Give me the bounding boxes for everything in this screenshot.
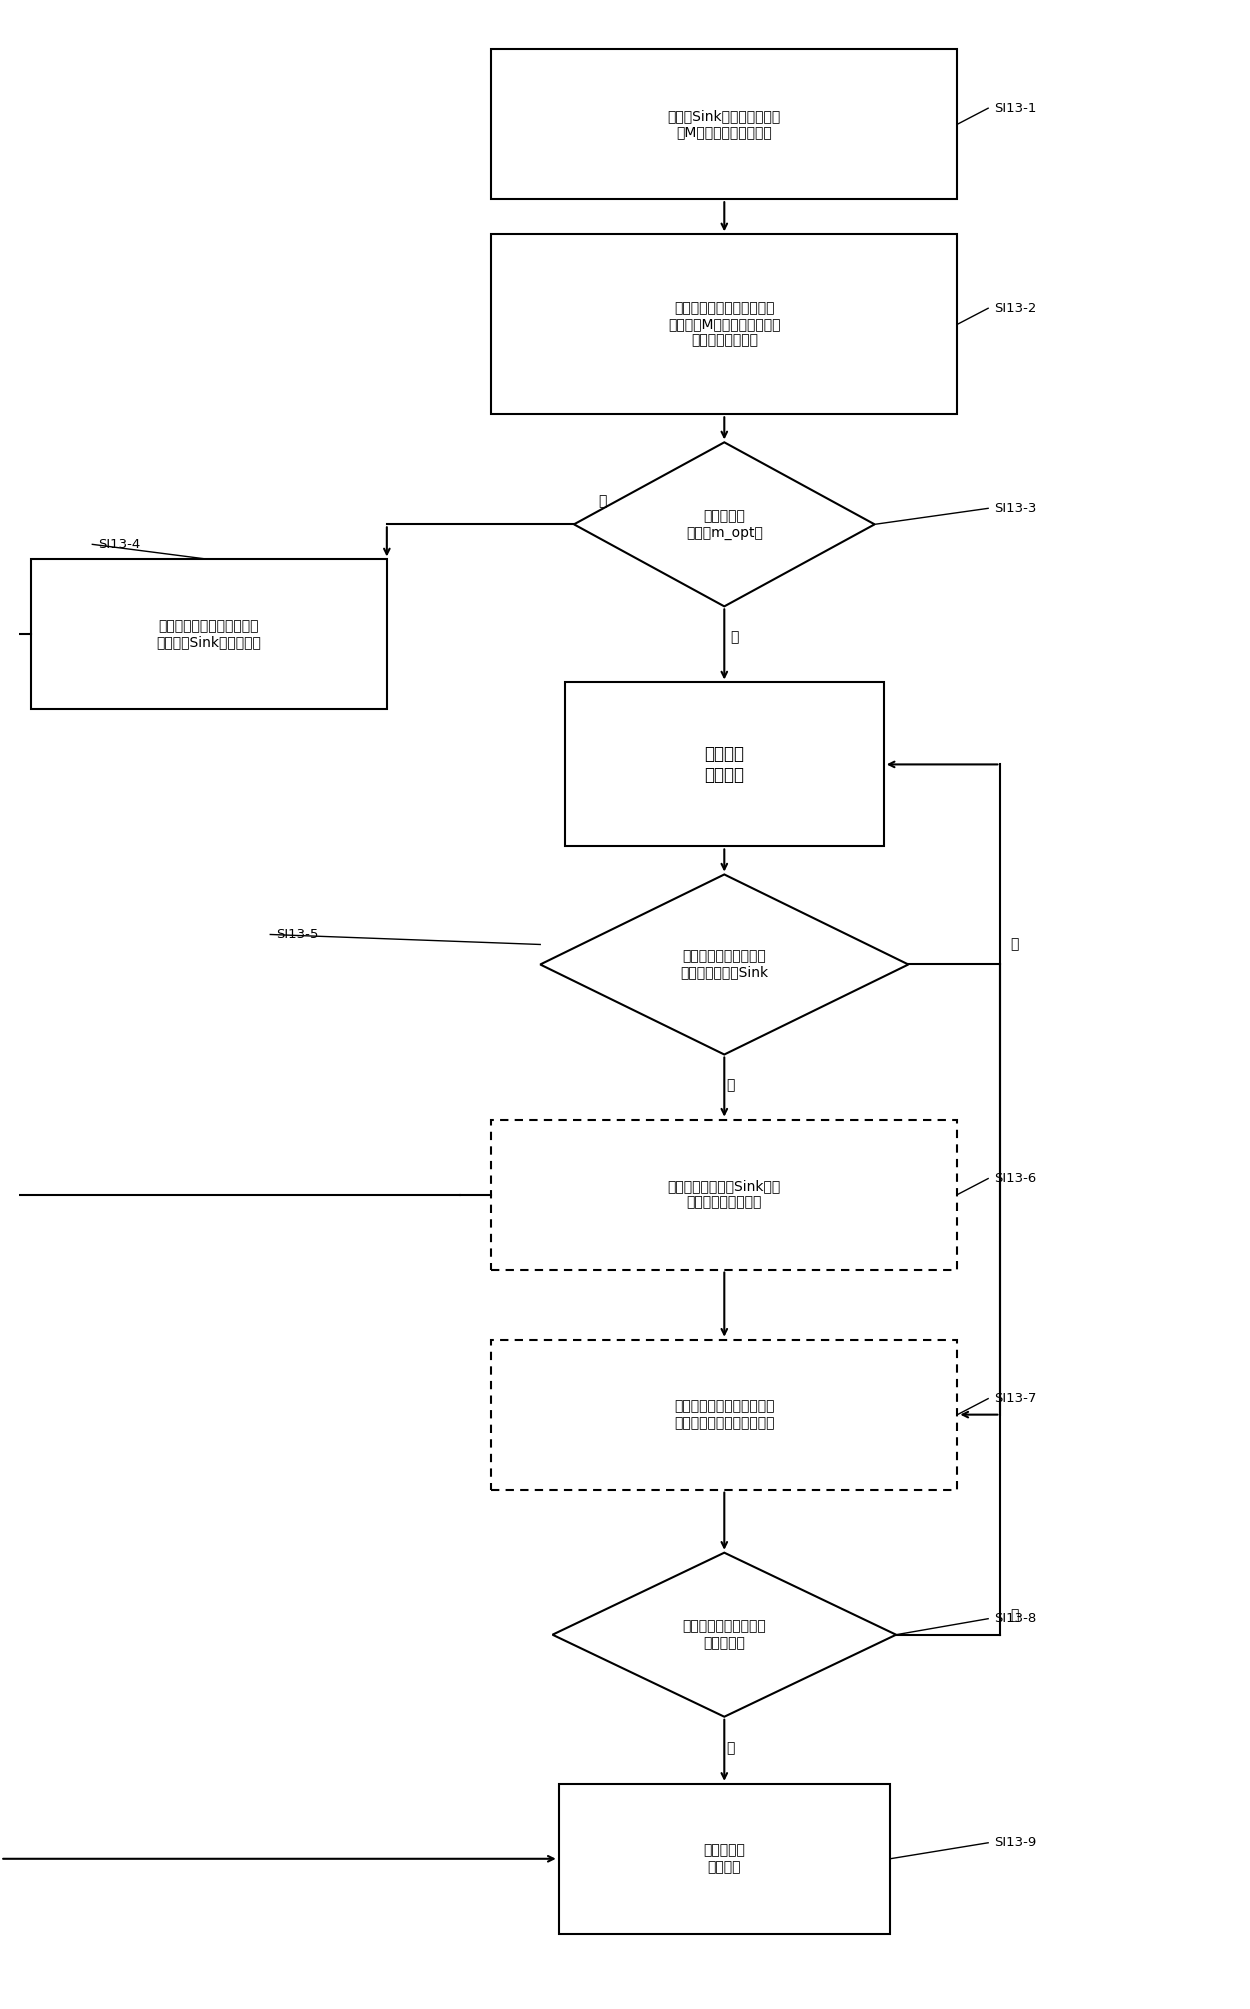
Text: 选取当前
簇头节点: 选取当前 簇头节点	[704, 745, 744, 784]
Text: 标记与可通信簇头节点之间
距离小于M的未标记可通信的
簇头节点为可通信: 标记与可通信簇头节点之间 距离小于M的未标记可通信的 簇头节点为可通信	[668, 301, 780, 348]
Polygon shape	[552, 1553, 896, 1718]
Polygon shape	[540, 874, 909, 1055]
Text: 否: 否	[1010, 1607, 1019, 1621]
Text: SI13-8: SI13-8	[994, 1611, 1036, 1625]
Text: 否: 否	[730, 631, 739, 645]
FancyBboxPatch shape	[559, 1784, 890, 1935]
Text: 是: 是	[726, 1740, 735, 1754]
Text: SI13-2: SI13-2	[994, 301, 1036, 315]
FancyBboxPatch shape	[491, 48, 958, 199]
Text: 是: 是	[726, 1079, 735, 1093]
Text: SI13-4: SI13-4	[99, 538, 141, 550]
FancyBboxPatch shape	[565, 683, 884, 846]
FancyBboxPatch shape	[491, 235, 958, 414]
Text: 是否为最后一个未标记
可通信节点: 是否为最后一个未标记 可通信节点	[682, 1619, 766, 1649]
Text: SI13-7: SI13-7	[994, 1392, 1036, 1404]
Text: 在当前簇头节点与Sink节点
间建立虚拟簇头节点: 在当前簇头节点与Sink节点 间建立虚拟簇头节点	[668, 1179, 781, 1209]
Text: 可通信簇头
是否为m_opt个: 可通信簇头 是否为m_opt个	[686, 508, 762, 540]
Text: 节点间通信
建立完毕: 节点间通信 建立完毕	[704, 1844, 745, 1874]
FancyBboxPatch shape	[491, 1119, 958, 1270]
FancyBboxPatch shape	[491, 1340, 958, 1489]
Text: SI13-6: SI13-6	[994, 1171, 1036, 1185]
Text: 在当前簇头节点与最近已通
信簇头节点间建立虚拟簇头: 在当前簇头节点与最近已通 信簇头节点间建立虚拟簇头	[674, 1400, 775, 1430]
Polygon shape	[574, 442, 875, 607]
Text: SI13-5: SI13-5	[276, 928, 319, 940]
Text: 将每个簇头节点按最短路径
法建立与Sink节点的通信: 将每个簇头节点按最短路径 法建立与Sink节点的通信	[156, 619, 261, 649]
Text: 否: 否	[1010, 938, 1019, 952]
FancyBboxPatch shape	[31, 559, 386, 709]
Text: 是: 是	[599, 494, 608, 508]
Text: SI13-1: SI13-1	[994, 102, 1036, 115]
Text: 标记与Sink节点之间距离小
于M的簇头节点为可通信: 标记与Sink节点之间距离小 于M的簇头节点为可通信	[668, 108, 781, 139]
Text: 未标记通信簇头的最近
通信簇头是否为Sink: 未标记通信簇头的最近 通信簇头是否为Sink	[680, 950, 769, 980]
Text: SI13-9: SI13-9	[994, 1836, 1036, 1848]
Text: SI13-3: SI13-3	[994, 502, 1036, 514]
